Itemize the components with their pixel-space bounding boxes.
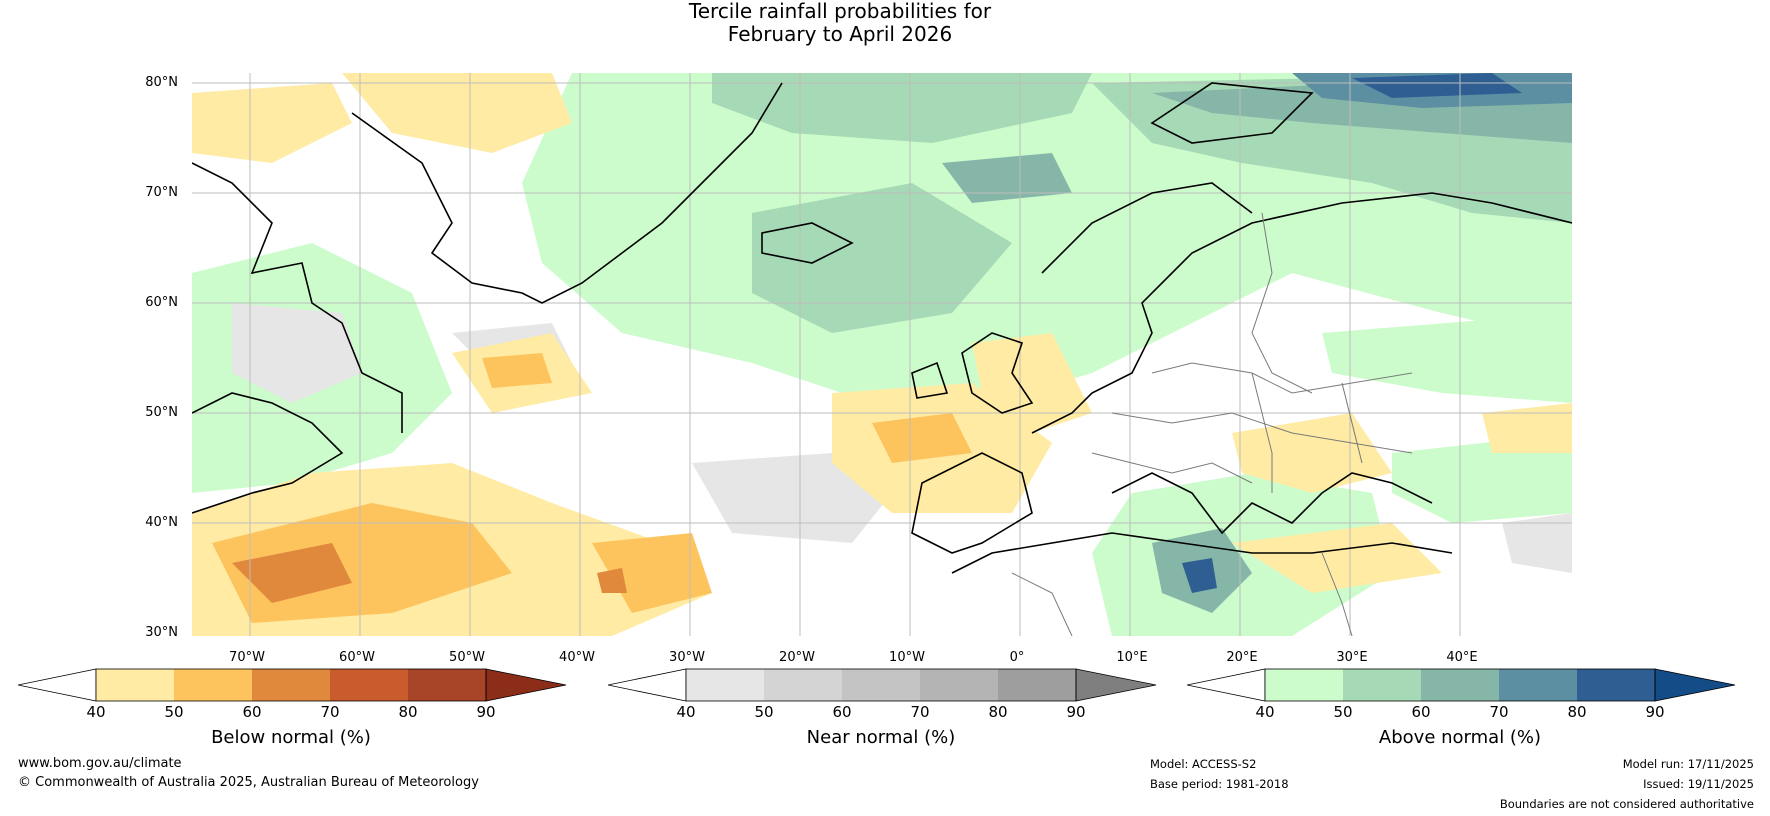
below-swatch-70 <box>330 669 408 701</box>
lon-label-10w: 10°W <box>889 650 925 665</box>
near-tick-80: 80 <box>988 703 1008 721</box>
coastlines <box>192 82 1572 574</box>
lon-label-20e: 20°E <box>1226 650 1258 665</box>
copyright-text: © Commonwealth of Australia 2025, Austra… <box>18 775 479 790</box>
forecast-map <box>192 73 1572 636</box>
above-normal-colorbar <box>1187 668 1736 702</box>
above-tick-80: 80 <box>1567 703 1587 721</box>
below-swatch-50 <box>174 669 252 701</box>
near-swatch-40 <box>686 669 764 701</box>
near-tick-60: 60 <box>832 703 852 721</box>
model-run-text: Model run: 17/11/2025 <box>1622 757 1754 771</box>
below-swatch-40 <box>96 669 174 701</box>
below-swatch-80 <box>408 669 486 701</box>
lon-label-50w: 50°W <box>449 650 485 665</box>
near-swatch-80 <box>998 669 1076 701</box>
above-tick-70: 70 <box>1489 703 1509 721</box>
below-swatch-over <box>485 668 567 702</box>
near-swatch-70 <box>920 669 998 701</box>
near-swatch-over <box>1075 668 1157 702</box>
below-normal-title: Below normal (%) <box>211 727 371 748</box>
near-tick-70: 70 <box>910 703 930 721</box>
disclaimer-text: Boundaries are not considered authoritat… <box>1499 797 1754 811</box>
lon-label-30e: 30°E <box>1336 650 1368 665</box>
lat-label-70n: 70°N <box>145 185 178 200</box>
near-swatch-60 <box>842 669 920 701</box>
above-tick-90: 90 <box>1645 703 1665 721</box>
above-normal-title: Above normal (%) <box>1378 727 1542 748</box>
below-tick-40: 40 <box>86 703 106 721</box>
lon-label-0: 0° <box>1009 650 1025 665</box>
above-tick-50: 50 <box>1333 703 1353 721</box>
base-period-text: Base period: 1981-2018 <box>1150 777 1289 791</box>
below-tick-90: 90 <box>476 703 496 721</box>
below-normal-areas <box>192 73 1572 636</box>
lon-label-40e: 40°E <box>1446 650 1478 665</box>
lon-label-70w: 70°W <box>229 650 265 665</box>
above-swatch-60 <box>1421 669 1499 701</box>
lon-label-60w: 60°W <box>339 650 375 665</box>
near-tick-40: 40 <box>676 703 696 721</box>
near-tick-90: 90 <box>1066 703 1086 721</box>
lat-label-50n: 50°N <box>145 405 178 420</box>
below-tick-80: 80 <box>398 703 418 721</box>
above-swatch-40 <box>1265 669 1343 701</box>
lon-label-30w: 30°W <box>669 650 705 665</box>
lon-label-20w: 20°W <box>779 650 815 665</box>
below-tick-50: 50 <box>164 703 184 721</box>
borders <box>1011 212 1413 636</box>
lat-label-60n: 60°N <box>145 295 178 310</box>
issued-text: Issued: 19/11/2025 <box>1643 777 1754 791</box>
map-title: Tercile rainfall probabilities for Febru… <box>0 0 1770 46</box>
near-tick-50: 50 <box>754 703 774 721</box>
near-swatch-50 <box>764 669 842 701</box>
above-swatch-80 <box>1577 669 1655 701</box>
above-tick-40: 40 <box>1255 703 1275 721</box>
near-normal-colorbar <box>608 668 1157 702</box>
below-normal-colorbar <box>18 668 567 702</box>
website-link[interactable]: www.bom.gov.au/climate <box>18 756 182 771</box>
above-normal-areas <box>192 73 1572 636</box>
above-tick-60: 60 <box>1411 703 1431 721</box>
lat-label-30n: 30°N <box>145 625 178 640</box>
lon-label-40w: 40°W <box>559 650 595 665</box>
below-swatch-60 <box>252 669 330 701</box>
title-line-2: February to April 2026 <box>727 22 953 46</box>
above-swatch-50 <box>1343 669 1421 701</box>
below-swatch-under <box>18 668 97 702</box>
lat-label-80n: 80°N <box>145 75 178 90</box>
map-canvas <box>192 73 1572 636</box>
graticule <box>192 73 1572 636</box>
above-swatch-under <box>1187 668 1266 702</box>
lon-label-10e: 10°E <box>1116 650 1148 665</box>
above-swatch-70 <box>1499 669 1577 701</box>
below-tick-70: 70 <box>320 703 340 721</box>
lat-label-40n: 40°N <box>145 515 178 530</box>
near-swatch-under <box>608 668 687 702</box>
title-line-1: Tercile rainfall probabilities for <box>688 0 992 23</box>
near-normal-title: Near normal (%) <box>806 727 956 748</box>
below-tick-60: 60 <box>242 703 262 721</box>
model-text: Model: ACCESS-S2 <box>1150 757 1257 771</box>
above-swatch-over <box>1654 668 1736 702</box>
